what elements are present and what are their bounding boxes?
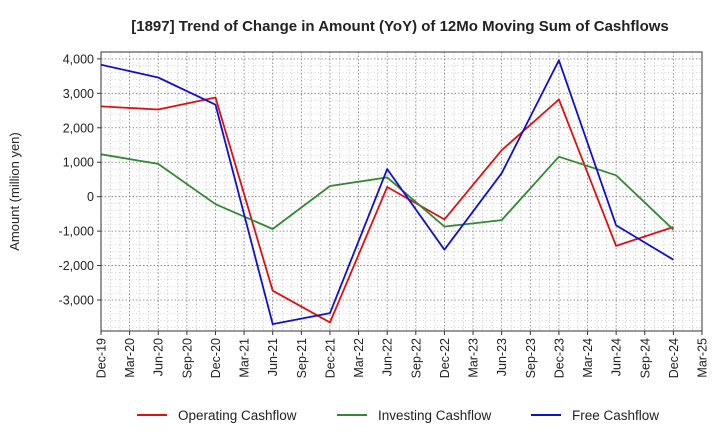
series-lines (100, 59, 675, 326)
x-tick-label: Jun-20 (152, 338, 166, 376)
x-tick-label: Mar-25 (696, 338, 710, 378)
series-line-free-cashflow (100, 59, 674, 326)
legend-label: Operating Cashflow (178, 408, 297, 423)
x-tick-label: Dec-23 (552, 338, 566, 378)
x-tick-label: Mar-23 (467, 338, 481, 378)
x-tick-label: Sep-20 (180, 338, 194, 378)
chart-title: [1897] Trend of Change in Amount (YoY) o… (131, 18, 669, 35)
y-tick-label: 2,000 (63, 121, 94, 135)
x-tick-label: Sep-23 (524, 338, 538, 378)
legend-label: Free Cashflow (572, 408, 659, 423)
y-axis-ticks: 4,000 3,000 2,000 1,000 0 -1,000 -2,000 -3,000 (59, 52, 101, 308)
y-tick-label: 0 (87, 190, 94, 204)
x-axis-ticks: Dec-19 Mar-20 Jun-20 Sep-20 Dec-20 Mar-21 Jun-… (95, 331, 710, 378)
x-tick-label: Jun-21 (266, 338, 280, 376)
x-tick-label: Dec-19 (95, 338, 109, 378)
x-tick-label: Jun-23 (495, 338, 509, 376)
series-line-investing-cashflow (100, 153, 675, 231)
grid-lines (100, 51, 703, 331)
x-tick-label: Sep-24 (638, 338, 652, 378)
x-tick-label: Sep-22 (409, 338, 423, 378)
x-tick-label: Dec-22 (438, 338, 452, 378)
y-tick-label: 3,000 (63, 87, 94, 101)
y-tick-label: -1,000 (59, 225, 94, 239)
x-tick-label: Dec-21 (323, 338, 337, 378)
x-tick-label: Dec-20 (209, 338, 223, 378)
y-tick-label: -2,000 (59, 259, 94, 273)
x-tick-label: Mar-24 (581, 338, 595, 378)
plot-area-frame (100, 51, 703, 332)
legend: Operating Cashflow Investing Cashflow Free… (137, 408, 659, 423)
x-tick-label: Jun-24 (610, 338, 624, 376)
x-tick-label: Jun-22 (381, 338, 395, 376)
y-tick-label: -3,000 (59, 294, 94, 308)
y-tick-label: 4,000 (63, 52, 94, 66)
x-tick-label: Mar-22 (352, 338, 366, 378)
legend-label: Investing Cashflow (378, 408, 492, 423)
x-tick-label: Mar-20 (123, 338, 137, 378)
x-tick-label: Mar-21 (238, 338, 252, 378)
y-tick-label: 1,000 (63, 156, 94, 170)
x-tick-label: Sep-21 (295, 338, 309, 378)
x-tick-label: Dec-24 (667, 338, 681, 378)
y-axis-label: Amount (million yen) (7, 132, 22, 251)
series-line-operating-cashflow (100, 96, 674, 324)
